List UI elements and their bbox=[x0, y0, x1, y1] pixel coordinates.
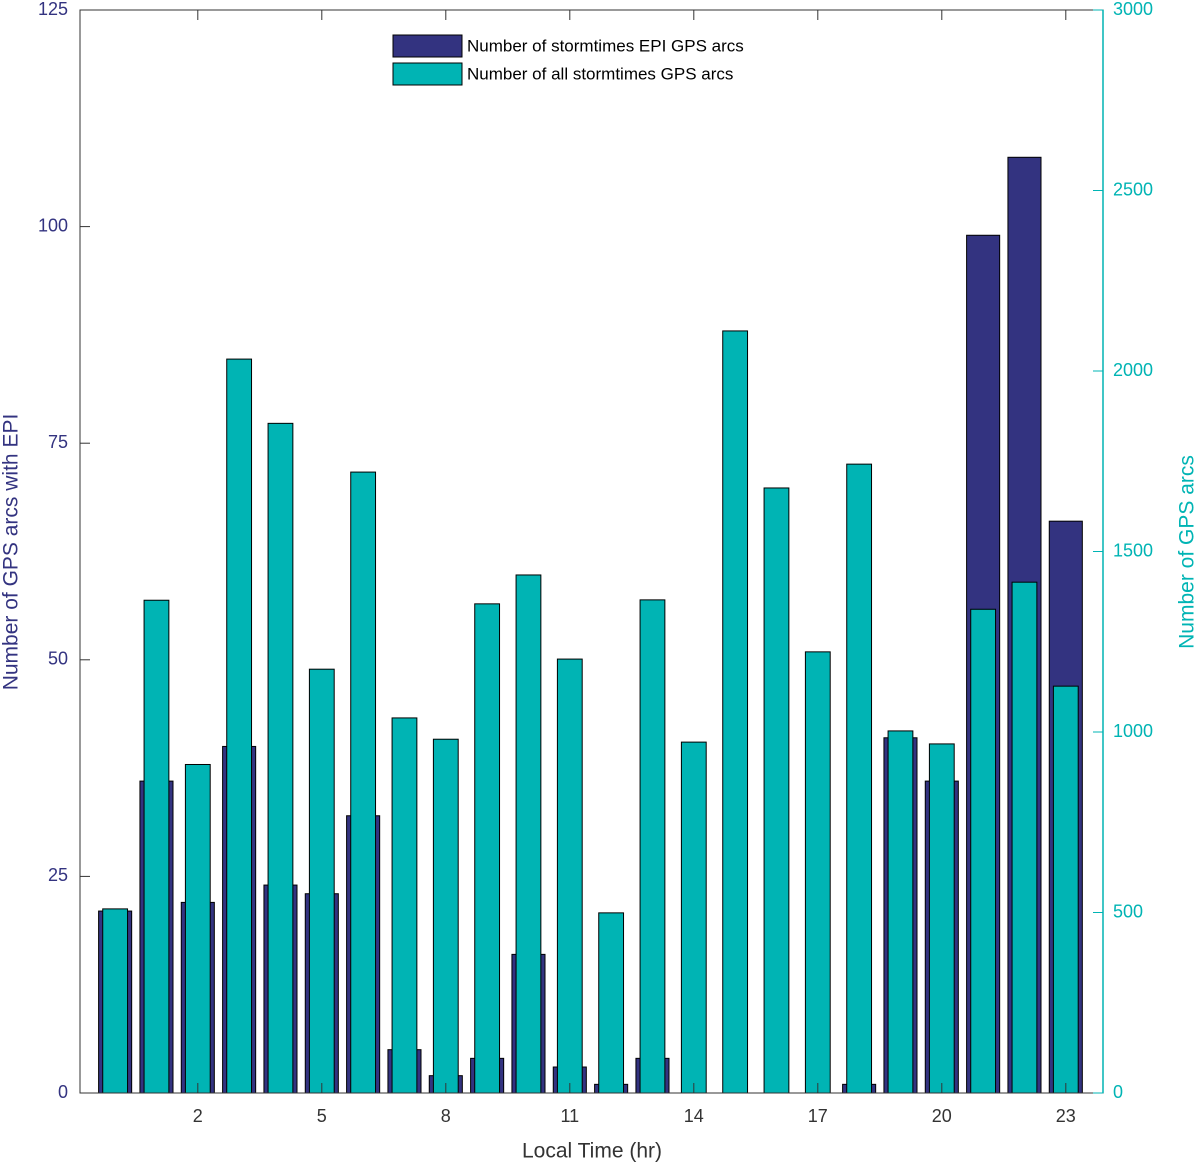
bar bbox=[391, 717, 418, 1094]
x-tick-label: 20 bbox=[932, 1106, 952, 1126]
x-tick-label: 23 bbox=[1056, 1106, 1076, 1126]
bar bbox=[226, 358, 253, 1094]
bar bbox=[1052, 685, 1079, 1094]
bar bbox=[350, 471, 377, 1094]
bar bbox=[804, 651, 831, 1094]
legend-label: Number of stormtimes EPI GPS arcs bbox=[467, 36, 744, 55]
bar bbox=[267, 422, 294, 1094]
x-tick-label: 14 bbox=[684, 1106, 704, 1126]
y2-tick-label: 500 bbox=[1113, 901, 1143, 921]
bar bbox=[1011, 581, 1038, 1094]
y-tick-label: 125 bbox=[38, 0, 68, 19]
bar bbox=[846, 463, 873, 1094]
bar bbox=[928, 743, 955, 1094]
legend-swatch bbox=[392, 34, 463, 58]
bar bbox=[474, 603, 501, 1094]
x-tick-label: 2 bbox=[193, 1106, 203, 1126]
bar bbox=[515, 574, 542, 1094]
bar bbox=[184, 763, 211, 1094]
legend-swatch bbox=[392, 62, 463, 86]
bar bbox=[598, 912, 625, 1094]
y2-tick-label: 2000 bbox=[1113, 360, 1153, 380]
legend-label: Number of all stormtimes GPS arcs bbox=[467, 64, 733, 83]
x-tick-label: 17 bbox=[808, 1106, 828, 1126]
y2-tick-label: 3000 bbox=[1113, 0, 1153, 19]
bar bbox=[556, 658, 583, 1094]
bar bbox=[432, 738, 459, 1094]
y2-tick-label: 1500 bbox=[1113, 540, 1153, 560]
bar bbox=[102, 908, 129, 1094]
bar bbox=[680, 741, 707, 1094]
y-tick-label: 25 bbox=[48, 865, 68, 885]
x-tick-label: 8 bbox=[441, 1106, 451, 1126]
y-tick-label: 75 bbox=[48, 432, 68, 452]
bar bbox=[143, 599, 170, 1094]
bar bbox=[639, 599, 666, 1094]
bar bbox=[308, 668, 335, 1094]
y2-tick-label: 0 bbox=[1113, 1082, 1123, 1102]
bar bbox=[970, 608, 997, 1094]
y2-axis-label: Number of GPS arcs bbox=[1176, 455, 1199, 649]
x-tick-label: 11 bbox=[560, 1106, 579, 1126]
y2-tick-label: 1000 bbox=[1113, 721, 1153, 741]
x-tick-label: 5 bbox=[317, 1106, 327, 1126]
bar bbox=[763, 487, 790, 1094]
y2-tick-label: 2500 bbox=[1113, 179, 1153, 199]
bar bbox=[887, 730, 914, 1094]
y-tick-label: 100 bbox=[38, 215, 68, 235]
x-axis-label: Local Time (hr) bbox=[522, 1140, 662, 1163]
y-axis-label: Number of GPS arcs with EPI bbox=[0, 414, 23, 691]
y-tick-label: 0 bbox=[58, 1082, 68, 1102]
bar bbox=[722, 330, 749, 1094]
y-tick-label: 50 bbox=[48, 649, 68, 669]
